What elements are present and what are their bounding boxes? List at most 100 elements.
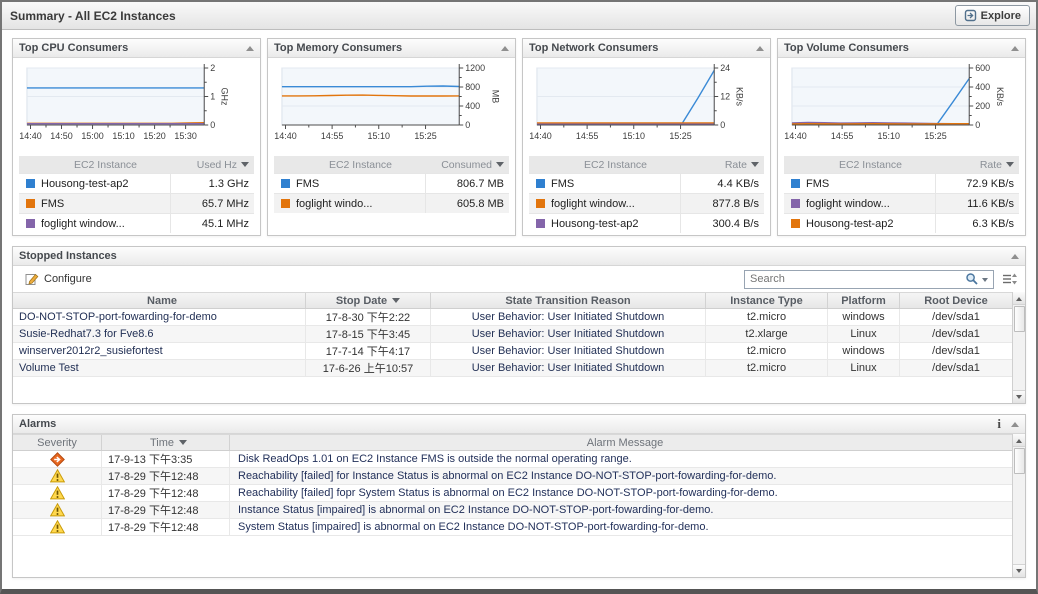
svg-text:14:40: 14:40: [19, 131, 41, 141]
consumer-row[interactable]: FMS 806.7 MB: [274, 173, 509, 193]
column-header-platform[interactable]: Platform: [827, 293, 899, 308]
column-header-instance[interactable]: EC2 Instance: [73, 158, 138, 171]
column-header-severity[interactable]: Severity: [37, 436, 77, 449]
table-customizer-icon[interactable]: [1002, 272, 1017, 286]
column-header-value[interactable]: Rate: [680, 156, 764, 173]
column-header-instance-type[interactable]: Instance Type: [705, 293, 827, 308]
scroll-up-icon[interactable]: [1013, 434, 1025, 447]
svg-text:GHz: GHz: [219, 88, 229, 106]
scrollbar-thumb[interactable]: [1013, 448, 1025, 474]
sort-descending-icon: [392, 298, 401, 307]
state-transition-reason: User Behavior: User Initiated Shutdown: [430, 326, 705, 342]
svg-text:800: 800: [465, 82, 480, 92]
series-color-swatch: [535, 199, 545, 208]
scroll-down-icon[interactable]: [1013, 564, 1025, 577]
column-header-stop-date[interactable]: Stop Date: [305, 293, 430, 308]
column-header-alarm-message[interactable]: Alarm Message: [229, 435, 1012, 450]
column-header-name[interactable]: Name: [147, 294, 177, 307]
stopped-toolbar: Configure: [13, 266, 1025, 292]
instance-name-link[interactable]: winserver2012r2_susiefortest: [19, 345, 163, 357]
svg-text:15:00: 15:00: [81, 131, 103, 141]
search-input[interactable]: [750, 273, 962, 285]
collapse-icon[interactable]: [756, 42, 764, 51]
stopped-instance-row[interactable]: Susie-Redhat7.3 for Fve8.6 17-8-15 下午3:4…: [13, 326, 1012, 343]
svg-text:15:10: 15:10: [368, 131, 390, 141]
consumer-row[interactable]: FMS 72.9 KB/s: [784, 173, 1019, 193]
svg-text:14:40: 14:40: [274, 131, 296, 141]
alarm-row[interactable]: 17-9-13 下午3:35 Disk ReadOps 1.01 on EC2 …: [13, 451, 1012, 468]
alarm-row[interactable]: 17-8-29 下午12:48 Reachability [failed] fo…: [13, 485, 1012, 502]
explore-button[interactable]: Explore: [954, 5, 1030, 26]
instance-name: foglight window...: [806, 197, 890, 210]
column-header-instance[interactable]: EC2 Instance: [328, 158, 393, 171]
dashboard-content: Top CPU Consumers 0 1 2 14:40 14:50 15:00 15:1…: [2, 30, 1036, 589]
instance-type: t2.micro: [705, 343, 827, 359]
consumer-row[interactable]: FMS 4.4 KB/s: [529, 173, 764, 193]
scroll-down-icon[interactable]: [1013, 390, 1025, 403]
series-color-swatch: [280, 199, 290, 208]
alarm-row[interactable]: 17-8-29 下午12:48 Instance Status [impaire…: [13, 502, 1012, 519]
instance-name-link[interactable]: Susie-Redhat7.3 for Fve8.6: [19, 328, 154, 340]
stop-date: 17-8-30 下午2:22: [305, 309, 430, 325]
column-header-reason[interactable]: State Transition Reason: [430, 293, 705, 308]
column-header-value[interactable]: Rate: [935, 156, 1019, 173]
column-header-value[interactable]: Used Hz: [170, 156, 254, 173]
stopped-instance-row[interactable]: DO-NOT-STOP-port-fowarding-for-demo 17-8…: [13, 309, 1012, 326]
svg-text:KB/s: KB/s: [735, 87, 745, 106]
table-header: EC2 Instance Rate: [784, 156, 1019, 173]
svg-text:0: 0: [975, 120, 980, 130]
instance-name-link[interactable]: DO-NOT-STOP-port-fowarding-for-demo: [19, 311, 217, 323]
panel-title: Stopped Instances: [19, 250, 117, 262]
sort-descending-icon: [241, 162, 249, 171]
svg-text:15:10: 15:10: [623, 131, 645, 141]
vertical-scrollbar[interactable]: [1012, 292, 1025, 403]
collapse-icon[interactable]: [1011, 42, 1019, 51]
column-header-root-device[interactable]: Root Device: [899, 293, 1012, 308]
explore-label: Explore: [980, 9, 1021, 22]
instance-type: t2.micro: [705, 360, 827, 376]
volume-consumers-table: EC2 Instance Rate FMS 72.9 KB/s: [784, 156, 1019, 233]
stopped-instance-row[interactable]: winserver2012r2_susiefortest 17-7-14 下午4…: [13, 343, 1012, 360]
warning-severity-icon: [49, 520, 65, 534]
scroll-up-icon[interactable]: [1013, 292, 1025, 305]
column-header-instance[interactable]: EC2 Instance: [838, 158, 903, 171]
column-header-time[interactable]: Time: [101, 435, 229, 450]
svg-text:14:55: 14:55: [831, 131, 853, 141]
collapse-icon[interactable]: [501, 42, 509, 51]
configure-button[interactable]: Configure: [21, 270, 96, 288]
column-header-instance[interactable]: EC2 Instance: [583, 158, 648, 171]
scrollbar-thumb[interactable]: [1013, 306, 1025, 332]
collapse-icon[interactable]: [246, 42, 254, 51]
sort-descending-icon: [1006, 162, 1014, 171]
column-header-value[interactable]: Consumed: [425, 156, 509, 173]
instance-name: foglight window...: [551, 197, 635, 210]
consumer-row[interactable]: FMS 65.7 MHz: [19, 193, 254, 213]
info-icon[interactable]: i: [997, 416, 1001, 431]
panel-title: Top Memory Consumers: [274, 42, 403, 54]
instance-value: 65.7 MHz: [170, 194, 254, 213]
volume-consumers-chart: 0 200 400 600 14:40 14:55 15:10 15:25 KB/s: [784, 63, 1005, 141]
network-consumers-table: EC2 Instance Rate FMS 4.4 KB/s: [529, 156, 764, 233]
stopped-instance-row[interactable]: Volume Test 17-6-26 上午10:57 User Behavio…: [13, 360, 1012, 377]
instance-name-link[interactable]: Volume Test: [19, 362, 79, 374]
search-icon[interactable]: [965, 272, 979, 286]
consumer-row[interactable]: Housong-test-ap2 1.3 GHz: [19, 173, 254, 193]
table-header: EC2 Instance Consumed: [274, 156, 509, 173]
panel-top-memory-consumers: Top Memory Consumers 0 400 800 1200 14:40 14:…: [267, 38, 516, 236]
consumer-row[interactable]: foglight window... 45.1 MHz: [19, 213, 254, 233]
vertical-scrollbar[interactable]: [1012, 434, 1025, 577]
search-dropdown-icon[interactable]: [982, 277, 988, 285]
severity-cell: [13, 519, 101, 535]
collapse-icon[interactable]: [1011, 418, 1019, 427]
alarm-row[interactable]: 17-8-29 下午12:48 Reachability [failed] fo…: [13, 468, 1012, 485]
consumer-row[interactable]: Housong-test-ap2 6.3 KB/s: [784, 213, 1019, 233]
consumer-row[interactable]: Housong-test-ap2 300.4 B/s: [529, 213, 764, 233]
consumer-row[interactable]: foglight window... 877.8 B/s: [529, 193, 764, 213]
svg-text:2: 2: [210, 63, 215, 73]
consumer-row[interactable]: foglight windo... 605.8 MB: [274, 193, 509, 213]
alarms-table: Severity Time Alarm Message 17-9-13 下午3:…: [13, 434, 1025, 577]
consumer-row[interactable]: foglight window... 11.6 KB/s: [784, 193, 1019, 213]
instance-value: 300.4 B/s: [680, 214, 764, 233]
collapse-icon[interactable]: [1011, 250, 1019, 259]
alarm-row[interactable]: 17-8-29 下午12:48 System Status [impaired]…: [13, 519, 1012, 536]
